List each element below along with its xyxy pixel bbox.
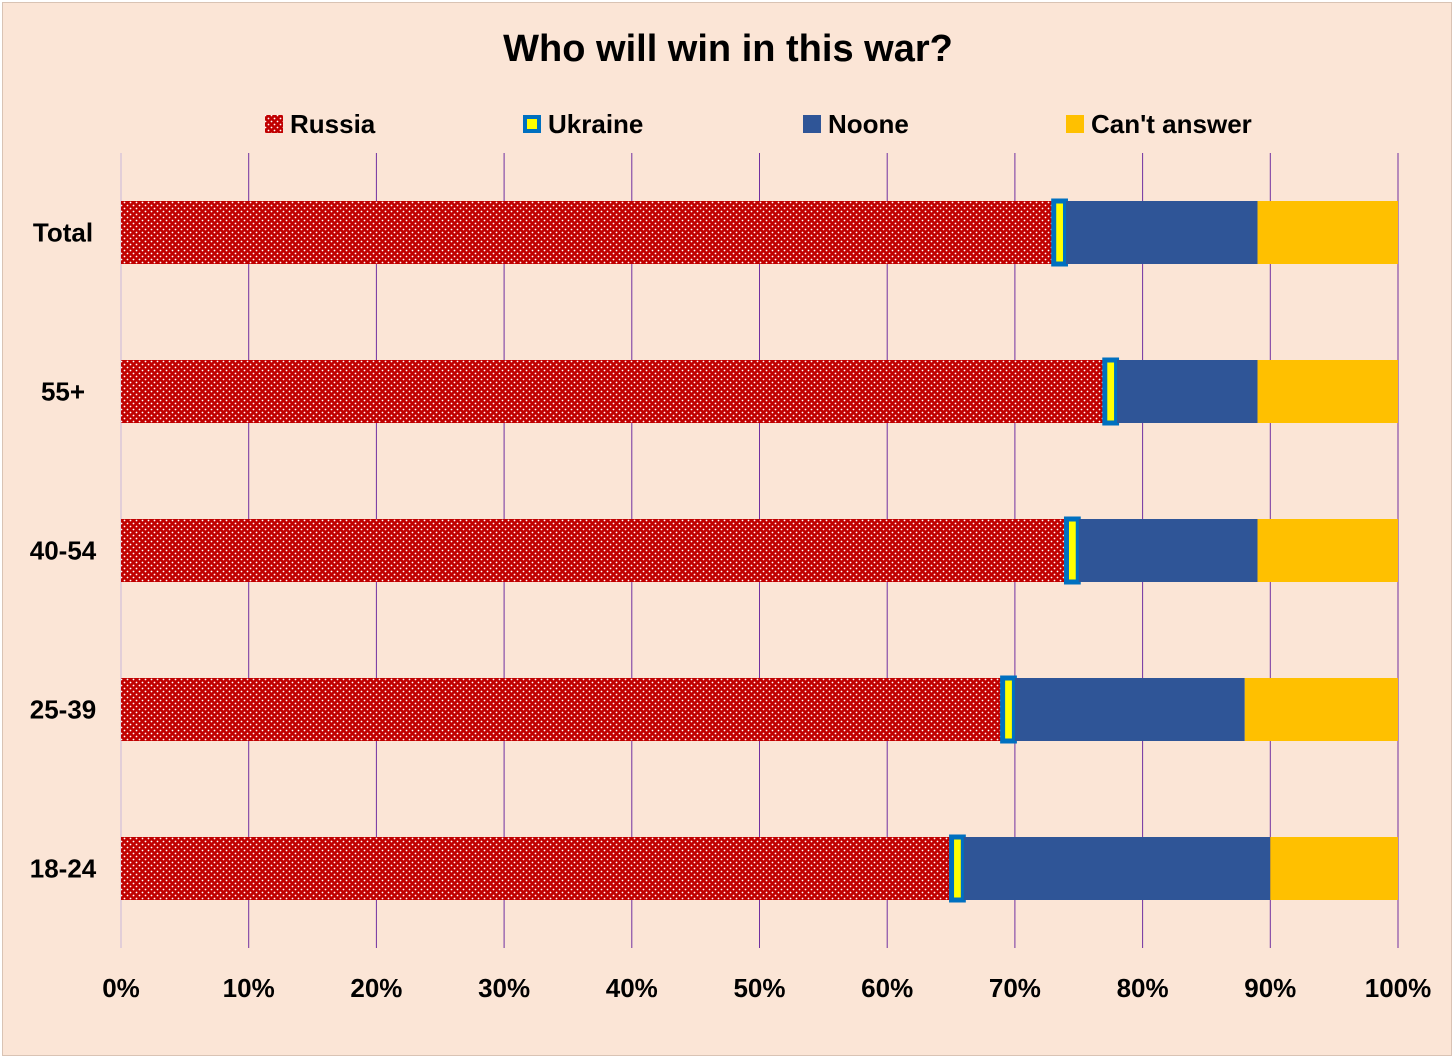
bar-can-t-answer [1257, 519, 1398, 582]
bar-ukraine [1000, 675, 1017, 744]
labels-layer: 0% 10% 20% 30% 40% 50% 60% 70% 80% 90% 100% Total 55… [30, 218, 1432, 1004]
bar-noone [1117, 360, 1258, 423]
x-tick-label: 30% [478, 973, 530, 1003]
bar-russia [121, 519, 1066, 582]
legend: Russia Ukraine Noone Can't answer [265, 109, 1252, 139]
category-label: 55+ [41, 377, 85, 407]
x-tick-label: 40% [606, 973, 658, 1003]
bar-can-t-answer [1244, 678, 1398, 741]
legend-swatch-russia [265, 115, 283, 133]
bar-can-t-answer [1257, 201, 1398, 264]
bars-layer [121, 198, 1398, 903]
x-tick-label: 50% [733, 973, 785, 1003]
x-tick-label: 90% [1244, 973, 1296, 1003]
chart-svg: Who will win in this war? 0% 10% 20% 30% 40%… [30, 28, 1432, 1004]
x-tick-label: 80% [1117, 973, 1169, 1003]
x-tick-label: 70% [989, 973, 1041, 1003]
bar-noone [963, 837, 1271, 900]
chart-title: Who will win in this war? [503, 28, 953, 70]
bar-russia [121, 201, 1054, 264]
legend-label: Ukraine [548, 109, 643, 139]
bar-noone [1065, 201, 1258, 264]
bar-ukraine [1063, 516, 1081, 585]
legend-label: Noone [828, 109, 909, 139]
category-label: 25-39 [30, 695, 97, 725]
category-label: Total [33, 218, 93, 248]
x-tick-label: 60% [861, 973, 913, 1003]
x-tick-label: 0% [102, 973, 140, 1003]
bar-russia [121, 678, 1003, 741]
bar-russia [121, 360, 1105, 423]
x-tick-label: 20% [350, 973, 402, 1003]
bar-ukraine [1051, 198, 1068, 267]
category-label: 18-24 [30, 854, 97, 884]
bar-russia [121, 837, 952, 900]
bar-ukraine [1102, 357, 1120, 426]
legend-label: Can't answer [1091, 109, 1252, 139]
bar-can-t-answer [1257, 360, 1398, 423]
x-tick-label: 10% [223, 973, 275, 1003]
bar-ukraine [949, 834, 966, 903]
bar-noone [1078, 519, 1258, 582]
legend-label: Russia [290, 109, 376, 139]
x-tick-label: 100% [1365, 973, 1432, 1003]
category-label: 40-54 [30, 536, 97, 566]
legend-swatch [1066, 115, 1084, 133]
legend-swatch-ukraine [523, 115, 541, 133]
legend-swatch [803, 115, 821, 133]
bar-can-t-answer [1270, 837, 1398, 900]
bar-noone [1014, 678, 1245, 741]
